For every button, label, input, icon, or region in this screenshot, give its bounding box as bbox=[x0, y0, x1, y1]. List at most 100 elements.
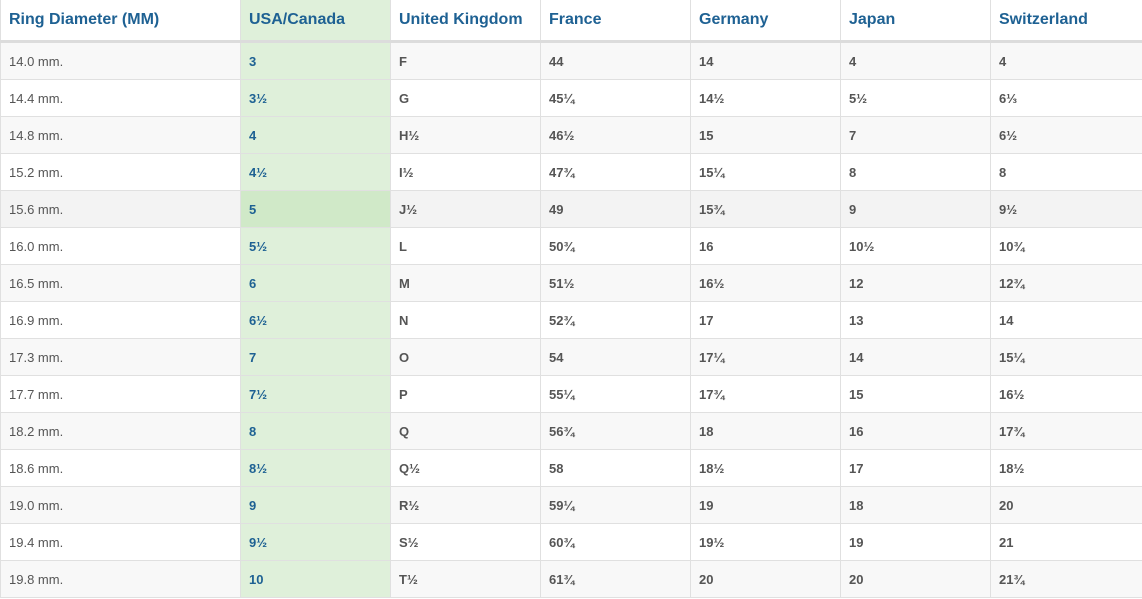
cell-united-kingdom: M bbox=[390, 264, 541, 302]
cell-switzerland: 14 bbox=[990, 301, 1142, 339]
cell-usa-canada: 7½ bbox=[240, 375, 391, 413]
cell-france: 55¼ bbox=[540, 375, 691, 413]
cell-usa-canada: 4 bbox=[240, 116, 391, 154]
table-row: 18.6 mm. 8½ Q½ 58 18½ 17 18½ bbox=[0, 449, 1142, 487]
cell-france: 61¾ bbox=[540, 560, 691, 598]
table-row: 14.0 mm. 3 F 44 14 4 4 bbox=[0, 41, 1142, 80]
cell-united-kingdom: F bbox=[390, 41, 541, 80]
cell-germany: 19½ bbox=[690, 523, 841, 561]
table-row: 19.0 mm. 9 R½ 59¼ 19 18 20 bbox=[0, 486, 1142, 524]
cell-switzerland: 12¾ bbox=[990, 264, 1142, 302]
cell-switzerland: 6⅓ bbox=[990, 79, 1142, 117]
cell-france: 52¾ bbox=[540, 301, 691, 339]
cell-switzerland: 20 bbox=[990, 486, 1142, 524]
table-row: 16.9 mm. 6½ N 52¾ 17 13 14 bbox=[0, 301, 1142, 339]
cell-france: 54 bbox=[540, 338, 691, 376]
cell-usa-canada: 9½ bbox=[240, 523, 391, 561]
cell-usa-canada: 6½ bbox=[240, 301, 391, 339]
cell-switzerland: 10¾ bbox=[990, 227, 1142, 265]
cell-japan: 16 bbox=[840, 412, 991, 450]
cell-usa-canada: 3 bbox=[240, 41, 391, 80]
column-header-france: France bbox=[540, 0, 691, 43]
table-row: 15.2 mm. 4½ I½ 47¾ 15¼ 8 8 bbox=[0, 153, 1142, 191]
column-header-germany: Germany bbox=[690, 0, 841, 43]
cell-france: 58 bbox=[540, 449, 691, 487]
table-row: 15.6 mm. 5 J½ 49 15¾ 9 9½ bbox=[0, 190, 1142, 228]
cell-diameter: 14.8 mm. bbox=[0, 116, 241, 154]
cell-diameter: 15.6 mm. bbox=[0, 190, 241, 228]
cell-japan: 15 bbox=[840, 375, 991, 413]
cell-diameter: 14.4 mm. bbox=[0, 79, 241, 117]
cell-germany: 14 bbox=[690, 41, 841, 80]
cell-germany: 18 bbox=[690, 412, 841, 450]
cell-germany: 16½ bbox=[690, 264, 841, 302]
cell-japan: 18 bbox=[840, 486, 991, 524]
table-body: 14.0 mm. 3 F 44 14 4 4 14.4 mm. 3½ G 45¼ 14½ 5½ 6⅓ 14.… bbox=[0, 41, 1142, 598]
column-header-usa-canada: USA/Canada bbox=[240, 0, 391, 43]
table-row: 18.2 mm. 8 Q 56¾ 18 16 17¾ bbox=[0, 412, 1142, 450]
cell-germany: 19 bbox=[690, 486, 841, 524]
cell-united-kingdom: Q bbox=[390, 412, 541, 450]
cell-united-kingdom: T½ bbox=[390, 560, 541, 598]
table-row: 19.8 mm. 10 T½ 61¾ 20 20 21¾ bbox=[0, 560, 1142, 598]
cell-united-kingdom: O bbox=[390, 338, 541, 376]
cell-japan: 17 bbox=[840, 449, 991, 487]
cell-france: 49 bbox=[540, 190, 691, 228]
cell-japan: 20 bbox=[840, 560, 991, 598]
header-row: Ring Diameter (MM) USA/Canada United Kingd… bbox=[0, 0, 1142, 43]
cell-japan: 9 bbox=[840, 190, 991, 228]
cell-germany: 17¾ bbox=[690, 375, 841, 413]
cell-switzerland: 16½ bbox=[990, 375, 1142, 413]
cell-germany: 18½ bbox=[690, 449, 841, 487]
cell-france: 47¾ bbox=[540, 153, 691, 191]
cell-japan: 19 bbox=[840, 523, 991, 561]
cell-japan: 12 bbox=[840, 264, 991, 302]
cell-usa-canada: 7 bbox=[240, 338, 391, 376]
cell-usa-canada: 8½ bbox=[240, 449, 391, 487]
table-row: 14.8 mm. 4 H½ 46½ 15 7 6½ bbox=[0, 116, 1142, 154]
cell-diameter: 16.0 mm. bbox=[0, 227, 241, 265]
cell-diameter: 14.0 mm. bbox=[0, 41, 241, 80]
cell-diameter: 18.6 mm. bbox=[0, 449, 241, 487]
cell-united-kingdom: I½ bbox=[390, 153, 541, 191]
cell-france: 51½ bbox=[540, 264, 691, 302]
cell-united-kingdom: P bbox=[390, 375, 541, 413]
cell-usa-canada: 9 bbox=[240, 486, 391, 524]
cell-germany: 15¾ bbox=[690, 190, 841, 228]
cell-united-kingdom: H½ bbox=[390, 116, 541, 154]
cell-diameter: 19.0 mm. bbox=[0, 486, 241, 524]
table-row: 16.5 mm. 6 M 51½ 16½ 12 12¾ bbox=[0, 264, 1142, 302]
cell-japan: 7 bbox=[840, 116, 991, 154]
cell-japan: 4 bbox=[840, 41, 991, 80]
cell-germany: 17 bbox=[690, 301, 841, 339]
cell-united-kingdom: Q½ bbox=[390, 449, 541, 487]
cell-switzerland: 21¾ bbox=[990, 560, 1142, 598]
cell-switzerland: 6½ bbox=[990, 116, 1142, 154]
cell-diameter: 19.4 mm. bbox=[0, 523, 241, 561]
table-header: Ring Diameter (MM) USA/Canada United Kingd… bbox=[0, 0, 1142, 43]
cell-diameter: 15.2 mm. bbox=[0, 153, 241, 191]
cell-usa-canada: 6 bbox=[240, 264, 391, 302]
cell-japan: 5½ bbox=[840, 79, 991, 117]
cell-diameter: 17.3 mm. bbox=[0, 338, 241, 376]
cell-united-kingdom: L bbox=[390, 227, 541, 265]
cell-switzerland: 4 bbox=[990, 41, 1142, 80]
cell-diameter: 19.8 mm. bbox=[0, 560, 241, 598]
cell-switzerland: 9½ bbox=[990, 190, 1142, 228]
column-header-switzerland: Switzerland bbox=[990, 0, 1142, 43]
table-row: 17.3 mm. 7 O 54 17¼ 14 15¼ bbox=[0, 338, 1142, 376]
cell-germany: 15¼ bbox=[690, 153, 841, 191]
column-header-diameter: Ring Diameter (MM) bbox=[0, 0, 241, 43]
cell-japan: 13 bbox=[840, 301, 991, 339]
cell-usa-canada: 5½ bbox=[240, 227, 391, 265]
cell-switzerland: 18½ bbox=[990, 449, 1142, 487]
cell-united-kingdom: J½ bbox=[390, 190, 541, 228]
cell-switzerland: 8 bbox=[990, 153, 1142, 191]
cell-france: 50¾ bbox=[540, 227, 691, 265]
cell-france: 60¾ bbox=[540, 523, 691, 561]
table-row: 14.4 mm. 3½ G 45¼ 14½ 5½ 6⅓ bbox=[0, 79, 1142, 117]
cell-france: 56¾ bbox=[540, 412, 691, 450]
cell-diameter: 17.7 mm. bbox=[0, 375, 241, 413]
cell-usa-canada: 4½ bbox=[240, 153, 391, 191]
column-header-japan: Japan bbox=[840, 0, 991, 43]
